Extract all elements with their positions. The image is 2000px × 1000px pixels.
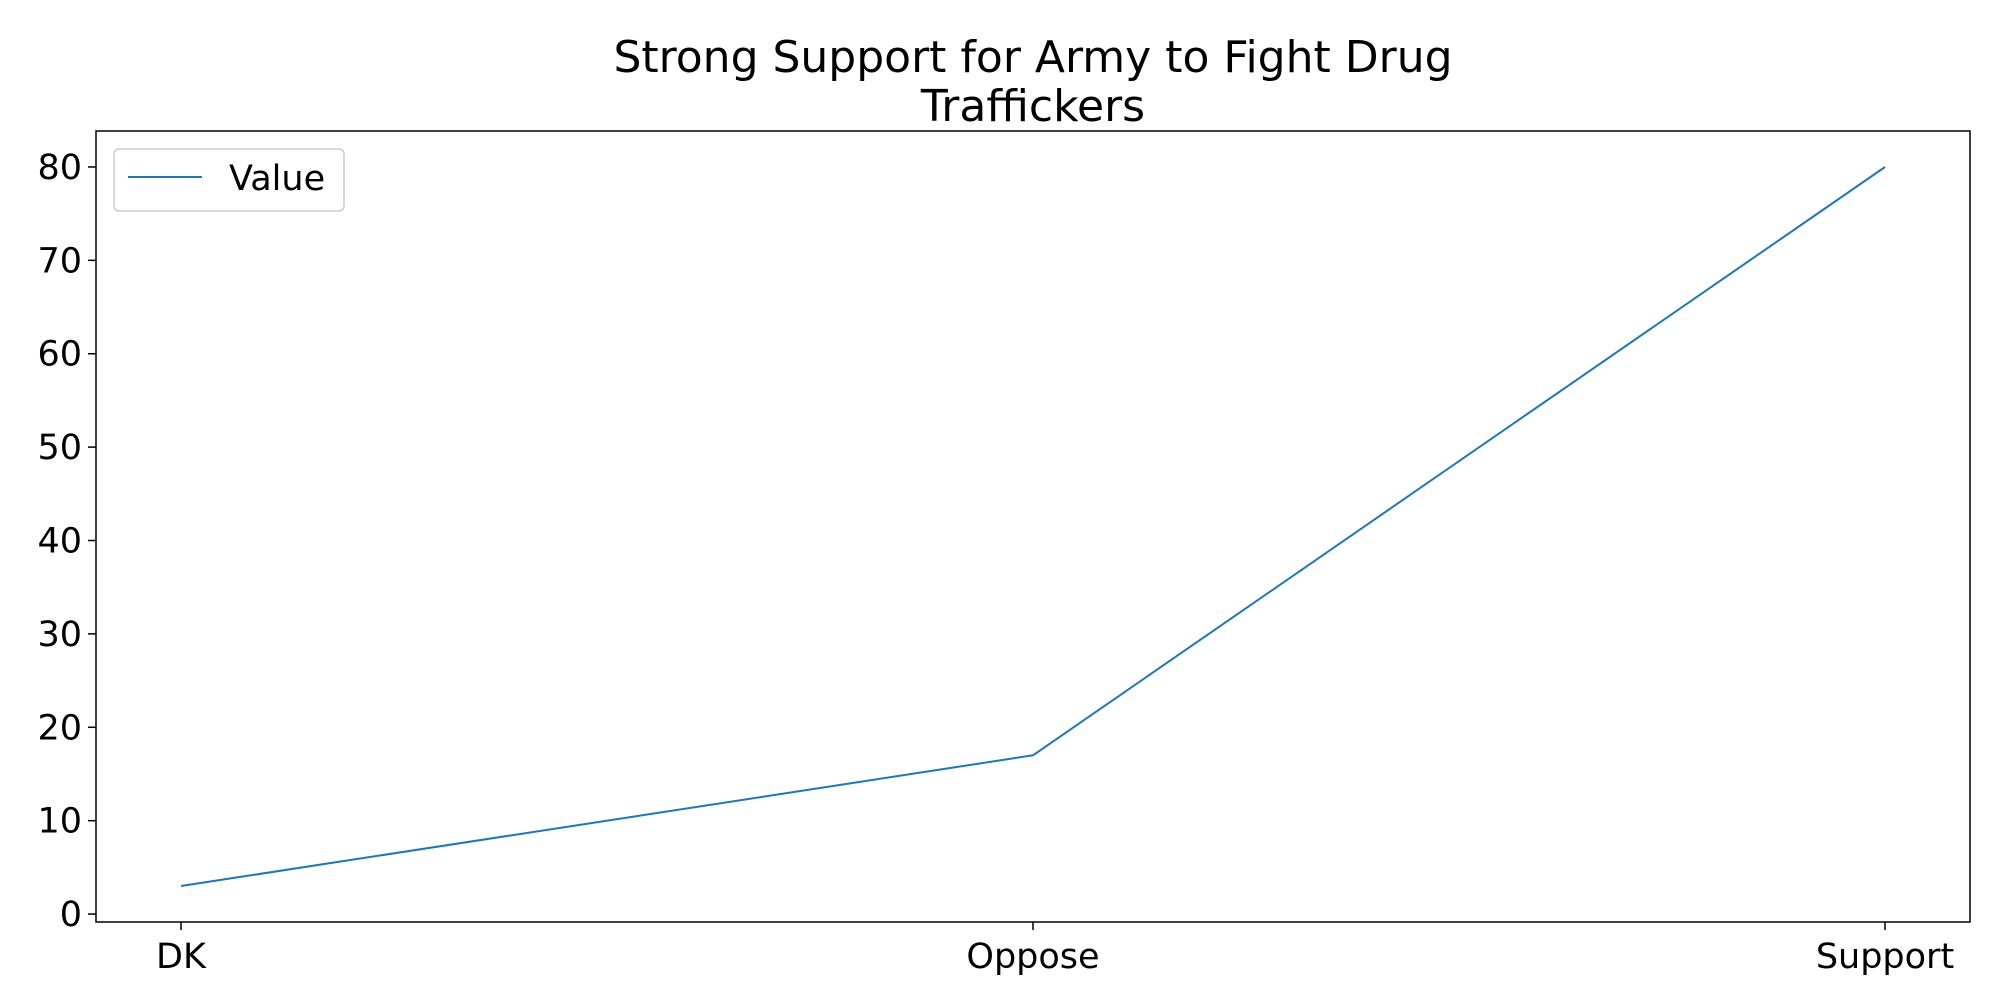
y-tick-label: 10 [37, 802, 82, 842]
chart-title-line-2: Traffickers [920, 81, 1145, 132]
y-tick-label: 40 [37, 522, 82, 562]
y-tick-label: 80 [37, 148, 82, 188]
y-tick-label: 0 [60, 895, 82, 935]
y-tick-label: 70 [37, 241, 82, 281]
series-layer [180, 166, 1886, 887]
legend-box [113, 148, 345, 212]
x-tick-label: DK [156, 937, 207, 977]
x-tick-label: Oppose [966, 937, 1099, 977]
y-tick-label: 30 [37, 615, 82, 655]
plot-area [95, 130, 1971, 923]
y-tick-label: 50 [37, 428, 82, 468]
legend-label: Value [229, 159, 325, 199]
x-tick-label: Support [1816, 937, 1954, 977]
y-tick-label: 60 [37, 335, 82, 375]
series-line-value [180, 166, 1886, 887]
y-tick-label: 20 [37, 708, 82, 748]
legend: Value [113, 148, 345, 212]
x-axis: DK Oppose Support [156, 922, 1954, 977]
chart-title-line-1: Strong Support for Army to Fight Drug [613, 32, 1452, 83]
y-axis: 0 10 20 30 40 50 60 70 80 [37, 148, 96, 935]
chart-title: Strong Support for Army to Fight Drug Tr… [613, 32, 1452, 132]
